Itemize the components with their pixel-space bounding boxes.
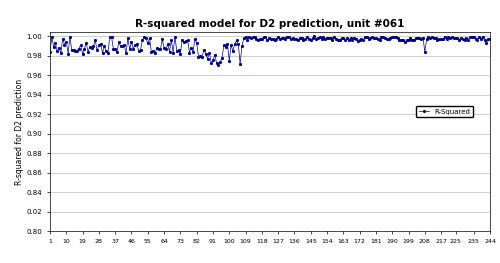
- Y-axis label: R-squared for D2 prediction: R-squared for D2 prediction: [15, 78, 24, 185]
- R-Squared: [228, 44, 234, 47]
- Line: R-Squared: R-Squared: [49, 35, 492, 67]
- R-Squared: [487, 37, 493, 41]
- R-Squared: [400, 39, 406, 42]
- R-Squared: [239, 45, 245, 48]
- R-Squared: [216, 64, 222, 67]
- R-Squared: [47, 50, 53, 53]
- R-Squared: [416, 36, 422, 39]
- Legend: R-Squared: R-Squared: [416, 106, 474, 117]
- R-Squared: [312, 35, 318, 38]
- Title: R-squared model for D2 prediction, unit #061: R-squared model for D2 prediction, unit …: [136, 19, 404, 29]
- R-Squared: [368, 36, 374, 39]
- R-Squared: [420, 36, 426, 39]
